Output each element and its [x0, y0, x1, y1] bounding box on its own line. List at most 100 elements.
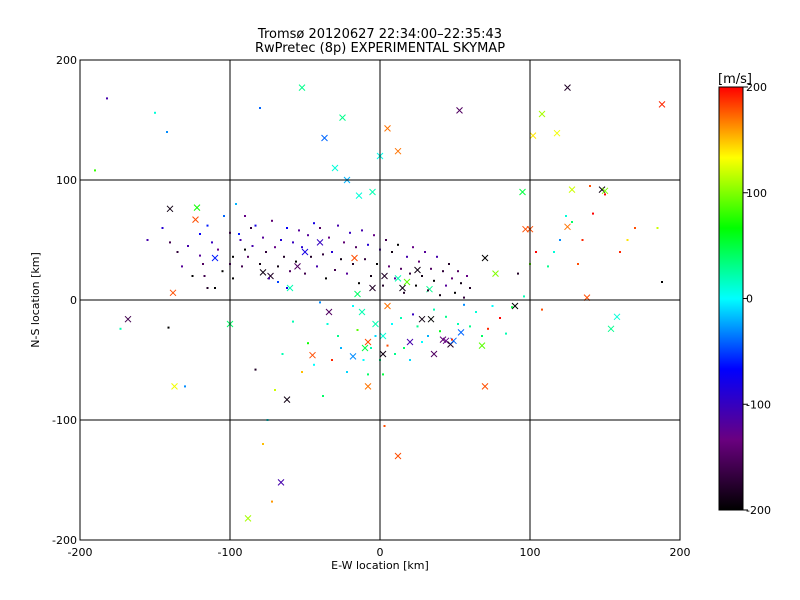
data-point	[251, 245, 254, 247]
y-tick-labels: -200 -100 0 100 200	[52, 54, 77, 547]
data-point	[232, 255, 234, 258]
data-point	[154, 111, 156, 114]
data-point	[214, 287, 216, 289]
data-point	[445, 284, 447, 287]
data-point	[217, 248, 219, 251]
data-point	[505, 332, 507, 335]
data-point	[322, 253, 324, 256]
data-point	[358, 282, 360, 285]
x-tick-label: -200	[68, 546, 93, 559]
data-point	[286, 287, 288, 289]
x-tick-label: 200	[670, 546, 691, 559]
data-point	[161, 227, 164, 229]
data-point	[223, 215, 225, 217]
data-point	[436, 255, 438, 258]
data-point	[553, 251, 555, 253]
data-point	[369, 284, 376, 292]
grid-layer	[80, 60, 680, 540]
data-point	[661, 281, 663, 283]
data-point	[346, 371, 348, 373]
data-point	[442, 270, 444, 273]
data-point	[439, 330, 441, 333]
data-point	[383, 425, 386, 427]
data-point	[394, 452, 402, 460]
data-point	[169, 289, 177, 297]
data-point	[475, 311, 477, 313]
y-tick-label: -100	[52, 414, 77, 427]
data-point	[367, 243, 369, 246]
data-point	[337, 335, 339, 337]
data-point	[286, 284, 294, 292]
data-point	[328, 236, 330, 239]
data-point	[331, 164, 339, 172]
data-point	[382, 373, 384, 376]
data-point	[454, 291, 456, 294]
data-point	[206, 224, 209, 227]
data-point	[319, 227, 321, 229]
data-point	[211, 254, 219, 262]
data-point	[568, 186, 576, 193]
data-point	[356, 329, 359, 331]
data-point	[439, 336, 447, 343]
data-point	[386, 344, 389, 347]
colorbar-label: [m/s]	[718, 72, 752, 87]
data-point	[414, 266, 421, 274]
plot-frame	[79, 59, 681, 541]
data-point	[369, 188, 376, 196]
data-point	[281, 353, 284, 355]
data-point	[487, 327, 489, 330]
data-point	[259, 107, 261, 109]
data-point	[301, 246, 303, 249]
data-point	[176, 251, 179, 253]
data-point	[244, 215, 246, 217]
data-point	[319, 301, 321, 304]
data-point	[202, 263, 204, 265]
points-layer	[94, 84, 666, 522]
data-point	[166, 205, 174, 213]
data-point	[403, 278, 411, 286]
data-point	[304, 272, 306, 275]
data-point	[184, 385, 186, 388]
data-point	[656, 227, 659, 229]
data-point	[244, 248, 246, 251]
data-point	[283, 396, 291, 403]
data-point	[298, 229, 300, 232]
data-point	[199, 254, 201, 257]
data-point	[235, 203, 237, 205]
data-point	[247, 255, 249, 258]
data-point	[564, 84, 571, 91]
data-point	[271, 500, 273, 503]
data-point	[241, 265, 243, 268]
data-point	[541, 308, 543, 311]
data-point	[601, 187, 609, 195]
data-point	[307, 342, 309, 345]
data-point	[354, 290, 361, 298]
data-point	[309, 351, 316, 359]
data-point	[238, 233, 240, 235]
data-point	[604, 193, 606, 196]
data-point	[445, 315, 447, 318]
data-point	[199, 233, 201, 235]
colorbar-tick-label: 0	[746, 293, 753, 306]
data-point	[406, 255, 408, 258]
colorbar: [m/s] -200 -100 0 100 200	[718, 72, 771, 517]
data-point	[376, 263, 378, 265]
data-point	[289, 270, 291, 273]
data-point	[399, 284, 406, 292]
data-point	[331, 251, 333, 253]
chart-subtitle: RwPretec (8p) EXPERIMENTAL SKYMAP	[255, 41, 505, 56]
colorbar-tick-label: -200	[746, 504, 771, 517]
data-point	[529, 132, 537, 139]
data-point	[384, 302, 391, 310]
data-point	[244, 515, 252, 522]
data-point	[307, 234, 309, 237]
data-point	[619, 251, 621, 253]
data-point	[187, 245, 189, 247]
data-point	[346, 272, 348, 275]
data-point	[511, 306, 513, 309]
data-point	[262, 236, 264, 239]
data-point	[313, 222, 315, 225]
data-point	[364, 383, 372, 390]
data-point	[418, 260, 420, 263]
data-point	[321, 134, 328, 142]
